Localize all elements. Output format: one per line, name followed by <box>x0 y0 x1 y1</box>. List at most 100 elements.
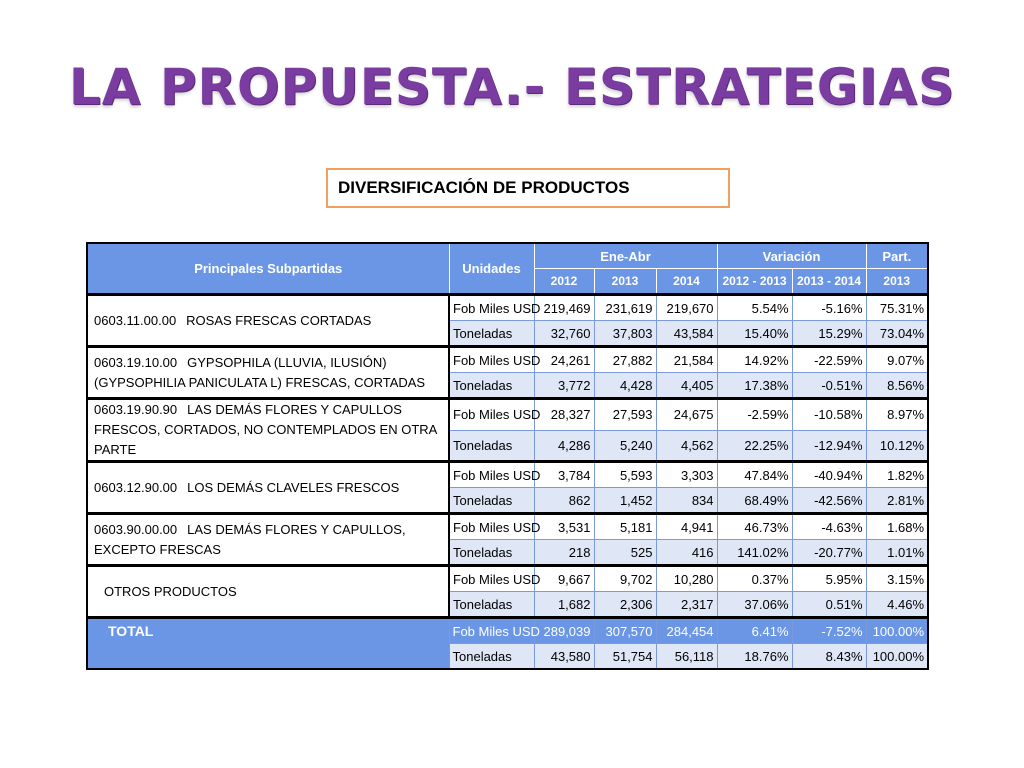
value-cell: 68.49% <box>716 487 793 514</box>
value-cell: 5.54% <box>716 293 793 321</box>
table-row: 0603.12.90.00 LOS DEMÁS CLAVELES FRESCOS F… <box>86 460 929 515</box>
value-cell: 2,306 <box>593 591 656 618</box>
value-cell: 15.40% <box>716 320 793 347</box>
header-year-2012: 2012 <box>533 268 595 295</box>
value-cell: 5.95% <box>791 564 867 592</box>
value-cell: 4,405 <box>655 372 718 399</box>
table-row: Toneladas 1,682 2,306 2,317 37.06% 0.51% 4.46% <box>87 591 929 618</box>
page-title: LA PROPUESTA.- ESTRATEGIAS <box>68 58 956 116</box>
value-cell: 1.01% <box>865 539 929 566</box>
value-cell: 4.46% <box>865 591 929 618</box>
value-cell: 3,303 <box>655 460 718 488</box>
value-cell: 43,580 <box>533 643 594 670</box>
table-row: 0603.19.90.90 LAS DEMÁS FLORES Y CAPULLOS… <box>86 397 929 463</box>
value-cell: 1.82% <box>865 460 929 488</box>
table-body: 0603.11.00.00 ROSAS FRESCAS CORTADAS Fob M… <box>86 293 929 670</box>
value-cell: 17.38% <box>716 372 793 399</box>
value-cell: 2,317 <box>655 591 718 618</box>
value-cell: 3.15% <box>865 564 929 592</box>
value-cell: 14.92% <box>716 345 793 373</box>
subpartida-cell: 0603.19.10.00 GYPSOPHILA (LLUVIA, ILUSIÓN… <box>86 345 450 400</box>
value-cell: 21,584 <box>655 345 718 373</box>
unit-cell: Fob Miles USD <box>448 564 540 592</box>
table-row: Toneladas 862 1,452 834 68.49% -42.56% 2.81% <box>87 487 929 514</box>
table-row: Toneladas 4,286 5,240 4,562 22.25% -12.94% 10.… <box>87 430 929 462</box>
value-cell: 47.84% <box>716 460 793 488</box>
value-cell: -2.59% <box>716 397 793 431</box>
value-cell: 18.76% <box>716 643 793 670</box>
subpartida-cell: OTROS PRODUCTOS <box>86 564 450 619</box>
header-year-2013: 2013 <box>593 268 657 295</box>
unit-cell: Fob Miles USD <box>448 512 540 540</box>
header-year-2014: 2014 <box>655 268 718 295</box>
header-variacion: Variación <box>716 242 867 269</box>
value-cell: 37,803 <box>593 320 656 347</box>
value-cell: 219,469 <box>533 293 594 321</box>
value-cell: -40.94% <box>791 460 867 488</box>
unit-cell: Fob Miles USD <box>448 345 540 373</box>
value-cell: 1.68% <box>865 512 929 540</box>
subpartida-cell: 0603.11.00.00 ROSAS FRESCAS CORTADAS <box>86 293 450 348</box>
value-cell: 28,327 <box>533 397 594 431</box>
subpartida-code: 0603.12.90.00 <box>94 479 178 495</box>
table-row: Toneladas 218 525 416 141.02% -20.77% 1.01% <box>87 539 929 566</box>
subpartida-cell: 0603.19.90.90 LAS DEMÁS FLORES Y CAPULLOS… <box>86 397 450 463</box>
value-cell: 0.37% <box>716 564 793 592</box>
subpartida-name: LOS DEMÁS CLAVELES FRESCOS <box>187 479 400 495</box>
value-cell: 3,531 <box>533 512 594 540</box>
header-principales: Principales Subpartidas <box>86 242 450 295</box>
unit-cell: Toneladas <box>448 539 534 566</box>
unit-cell: Toneladas <box>448 591 534 618</box>
subpartida-name: LAS DEMÁS FLORES Y CAPULLOS, EXCEPTO FRE… <box>94 521 406 557</box>
products-table: Principales Subpartidas Unidades Ene-Abr… <box>86 242 930 670</box>
value-cell: 9,702 <box>593 564 656 592</box>
value-cell: 27,593 <box>593 397 656 431</box>
value-cell: -7.52% <box>791 616 867 644</box>
value-cell: 231,619 <box>593 293 656 321</box>
value-cell: 834 <box>655 487 718 514</box>
value-cell: 8.97% <box>865 397 929 431</box>
value-cell: 4,428 <box>593 372 656 399</box>
unit-cell: Fob Miles USD <box>448 397 540 431</box>
value-cell: 6.41% <box>716 616 793 644</box>
value-cell: 3,784 <box>533 460 594 488</box>
table-row: 0603.90.00.00 LAS DEMÁS FLORES Y CAPULLOS… <box>86 512 929 567</box>
value-cell: 10,280 <box>655 564 718 592</box>
header-var-2012-2013: 2012 - 2013 <box>716 268 793 295</box>
total-row: TOTAL Fob Miles USD 289,039 307,570 284,454 6… <box>86 616 929 670</box>
table-row: OTROS PRODUCTOS Fob Miles USD 9,667 9,702 10… <box>86 564 929 619</box>
value-cell: 46.73% <box>716 512 793 540</box>
value-cell: -42.56% <box>791 487 867 514</box>
value-cell: 141.02% <box>716 539 793 566</box>
subpartida-name: LAS DEMÁS FLORES Y CAPULLOS FRESCOS, COR… <box>94 402 437 457</box>
value-cell: 24,675 <box>655 397 718 431</box>
value-cell: 75.31% <box>865 293 929 321</box>
value-cell: 525 <box>593 539 656 566</box>
value-cell: 51,754 <box>593 643 656 670</box>
value-cell: 5,593 <box>593 460 656 488</box>
section-subtitle: DIVERSIFICACIÓN DE PRODUCTOS <box>326 168 730 208</box>
value-cell: 307,570 <box>593 616 656 644</box>
subpartida-name: OTROS PRODUCTOS <box>104 583 237 599</box>
value-cell: 73.04% <box>865 320 929 347</box>
subpartida-name: GYPSOPHILA (LLUVIA, ILUSIÓN) (GYPSOPHILI… <box>94 354 426 390</box>
value-cell: 27,882 <box>593 345 656 373</box>
value-cell: 284,454 <box>655 616 718 644</box>
value-cell: 32,760 <box>533 320 594 347</box>
value-cell: 43,584 <box>655 320 718 347</box>
value-cell: 219,670 <box>655 293 718 321</box>
subpartida-code: 0603.19.90.90 <box>94 402 178 417</box>
header-part-year: 2013 <box>865 268 929 295</box>
value-cell: 37.06% <box>716 591 793 618</box>
value-cell: 8.56% <box>865 372 929 399</box>
value-cell: -5.16% <box>791 293 867 321</box>
table-row: Toneladas 3,772 4,428 4,405 17.38% -0.51% 8.56… <box>87 372 929 399</box>
header-var-2013-2014: 2013 - 2014 <box>791 268 867 295</box>
value-cell: -4.63% <box>791 512 867 540</box>
value-cell: 5,240 <box>593 430 656 462</box>
value-cell: 100.00% <box>865 616 929 644</box>
value-cell: -10.58% <box>791 397 867 431</box>
subpartida-cell: 0603.90.00.00 LAS DEMÁS FLORES Y CAPULLOS… <box>86 512 450 567</box>
unit-cell: Toneladas <box>448 320 534 347</box>
value-cell: 4,562 <box>655 430 718 462</box>
